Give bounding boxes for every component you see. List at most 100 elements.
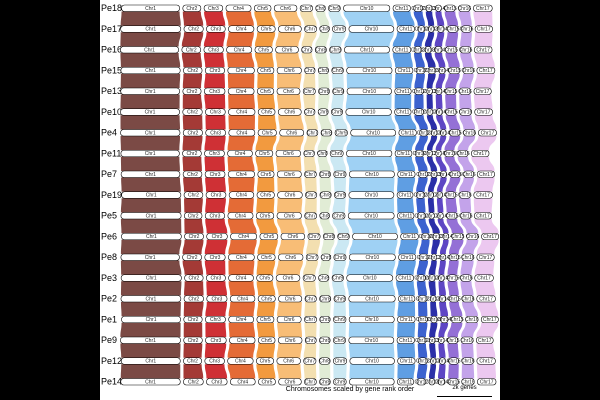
ribbon-Pe17-chr13 (424, 32, 435, 47)
chromosome-bar (476, 170, 495, 178)
chromosome-bar (414, 87, 424, 95)
chromosome-label: Chr2 (187, 89, 198, 95)
chromosome-bar (429, 295, 437, 303)
chromosome-label: Chr12 (414, 68, 428, 74)
chromosome-label: Chr11 (399, 338, 412, 344)
ribbon-Pe7-chr11 (397, 177, 416, 192)
ribbon-Pe19-chr1 (120, 198, 182, 213)
chromosome-label: Chr2 (187, 110, 198, 116)
chromosome-label: Chr5 (260, 68, 271, 74)
chromosome-bar (461, 295, 474, 303)
chromosome-label: Chr14 (436, 296, 450, 302)
chromosome-label: Chr14 (434, 213, 448, 219)
chromosome-bar (462, 66, 474, 75)
ribbon-Pe3-chr3 (206, 281, 228, 296)
chromosome-label: Chr6 (287, 234, 298, 240)
ribbon-Pe16-chr8 (315, 53, 329, 68)
chromosome-label: Chr4 (235, 213, 246, 219)
chromosome-bar (397, 357, 416, 365)
ribbon-Pe13-chr12 (414, 94, 424, 109)
chromosome-label: Chr17 (479, 255, 493, 261)
chromosome-label: Chr4 (236, 172, 247, 178)
ribbon-Pe9-chr6 (276, 343, 303, 358)
ribbon-Pe3-chr16 (460, 281, 474, 296)
chromosome-bar (227, 149, 253, 158)
chromosome-bar (302, 87, 316, 95)
ribbon-Pe12-chr12 (416, 364, 428, 379)
ribbon-Pe1-chr1 (120, 322, 181, 337)
chromosome-bar (430, 253, 438, 261)
chromosome-bar (120, 170, 181, 178)
ribbon-Pe19-chr12 (416, 198, 426, 213)
ribbon-Pe17-chr14 (434, 32, 445, 47)
chromosome-bar (334, 191, 346, 199)
ribbon-Pe2-chr9 (333, 302, 346, 317)
chromosome-bar (319, 170, 331, 178)
ribbon-Pe16-chr15 (445, 53, 460, 68)
chromosome-bar (254, 46, 273, 54)
chromosome-label: Chr15 (443, 151, 457, 157)
chromosome-label: Chr10 (365, 172, 379, 178)
chromosome-bar (205, 336, 227, 344)
chromosome-bar (280, 232, 306, 241)
ribbon-Pe18-chr14 (435, 11, 445, 26)
chromosome-label: Chr14 (435, 338, 449, 344)
ribbon-Pe1-chr12 (417, 322, 428, 337)
chromosome-label: Chr3 (210, 172, 221, 178)
ribbon-Pe15-chr9 (331, 73, 344, 88)
chromosome-bar (120, 108, 180, 116)
ribbon-Pe10-chr15 (445, 115, 461, 130)
chromosome-bar (182, 4, 202, 12)
chromosome-bar (320, 253, 331, 261)
chromosome-bar (427, 191, 435, 199)
chromosome-label: Chr7 (305, 172, 316, 178)
chromosome-bar (277, 191, 303, 199)
ribbon-Pe4-chr1 (120, 136, 181, 151)
chromosome-bar (203, 46, 224, 54)
chromosome-bar (394, 66, 414, 75)
ribbon-Pe7-chr14 (436, 177, 447, 192)
chromosome-bar (432, 232, 441, 241)
chromosome-label: Chr13 (426, 359, 440, 365)
ribbon-Pe3-chr14 (438, 281, 446, 296)
ribbon-Pe4-chr3 (204, 136, 226, 151)
chromosome-bar (206, 25, 226, 33)
ribbon-Pe17-chr16 (460, 32, 472, 47)
ribbon-Pe10-chr3 (205, 115, 226, 130)
chromosome-bar (205, 108, 226, 116)
chromosome-label: Chr11 (399, 379, 412, 385)
chromosome-label: Chr12 (416, 172, 430, 178)
chromosome-label: Chr5 (261, 338, 272, 344)
chromosome-label: Chr14 (432, 151, 446, 157)
chromosome-label: Chr3 (211, 379, 222, 385)
chromosome-label: Chr11 (397, 68, 410, 74)
chromosome-label: Chr11 (401, 130, 414, 136)
ribbon-Pe1-chr4 (228, 322, 256, 337)
ribbon-Pe13-chr17 (473, 94, 493, 109)
chromosome-bar (481, 232, 500, 241)
chromosome-bar (120, 149, 180, 158)
chromosome-bar (346, 149, 393, 158)
chromosome-bar (317, 108, 329, 116)
chromosome-bar (304, 295, 317, 303)
chromosome-label: Chr16 (458, 193, 472, 199)
chromosome-label: Chr17 (476, 6, 490, 12)
ribbon-Pe6-chr4 (228, 239, 257, 254)
ribbon-Pe3-chr8 (318, 281, 331, 296)
synteny-ribbons (120, 11, 499, 379)
chromosome-bar (417, 25, 426, 33)
chromosome-bar (258, 378, 276, 386)
ribbon-Pe11-chr16 (457, 156, 475, 171)
chromosome-bar (305, 253, 319, 261)
chromosome-bar (470, 149, 490, 158)
ribbon-Pe3-chr17 (474, 281, 496, 296)
ribbon-Pe11-chr13 (426, 156, 438, 171)
chromosome-label: Chr15 (444, 193, 458, 199)
chromosome-bar (303, 149, 315, 158)
figure-caption: Chromosomes scaled by gene rank order (285, 386, 415, 393)
ribbon-Pe18-chr17 (473, 11, 493, 26)
chromosome-bar (276, 357, 301, 365)
chromosome-label: Chr13 (427, 130, 441, 136)
chromosome-bar (278, 295, 303, 303)
ribbon-Pe8-chr5 (256, 260, 276, 275)
